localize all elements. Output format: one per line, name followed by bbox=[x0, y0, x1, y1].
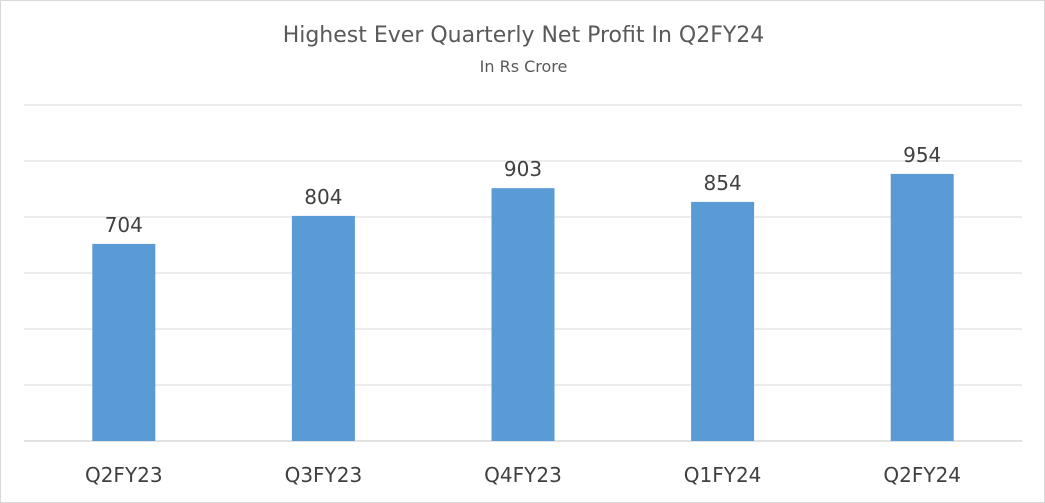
bar-q2fy24 bbox=[891, 174, 954, 441]
x-axis-tick-labels: Q2FY23 Q3FY23 Q4FY23 Q1FY24 Q2FY24 bbox=[85, 463, 961, 487]
bar-q4fy23 bbox=[492, 188, 555, 441]
x-tick-label-q2fy24: Q2FY24 bbox=[883, 463, 961, 487]
data-label-q2fy24: 954 bbox=[903, 143, 941, 167]
bars bbox=[92, 174, 953, 441]
data-label-q3fy23: 804 bbox=[304, 185, 342, 209]
data-label-q2fy23: 704 bbox=[105, 213, 143, 237]
data-label-q1fy24: 854 bbox=[704, 171, 742, 195]
bar-q1fy24 bbox=[691, 202, 754, 441]
x-tick-label-q4fy23: Q4FY23 bbox=[484, 463, 562, 487]
bar-q3fy23 bbox=[292, 216, 355, 441]
bar-q2fy23 bbox=[92, 244, 155, 441]
data-label-q4fy23: 903 bbox=[504, 157, 542, 181]
x-tick-label-q2fy23: Q2FY23 bbox=[85, 463, 163, 487]
x-tick-label-q1fy24: Q1FY24 bbox=[684, 463, 762, 487]
x-tick-label-q3fy23: Q3FY23 bbox=[285, 463, 363, 487]
